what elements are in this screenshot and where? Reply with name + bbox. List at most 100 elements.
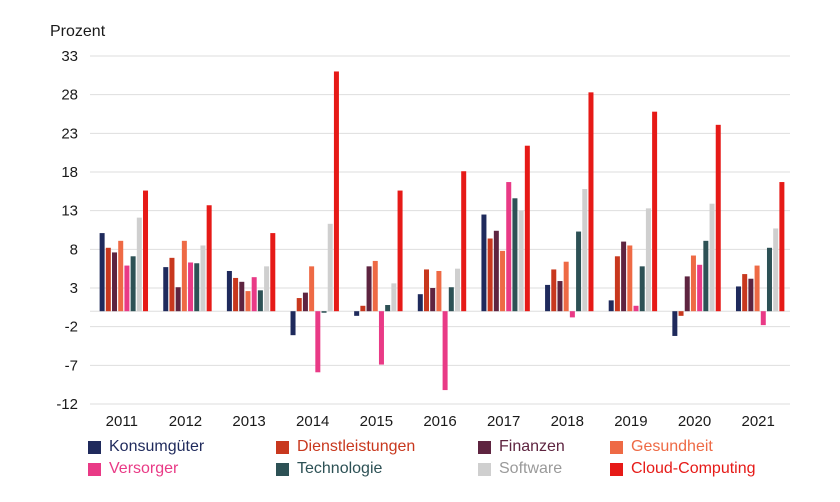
bar-versorger-2011 — [124, 265, 130, 312]
bar-konsumg-ter-2020 — [672, 311, 678, 336]
bar-konsumg-ter-2017 — [481, 214, 487, 312]
bar-dienstleistungen-2021 — [742, 274, 748, 312]
bar-software-2020 — [709, 203, 715, 312]
bar-finanzen-2020 — [684, 276, 690, 312]
legend-item-versorger: Versorger — [88, 460, 178, 478]
bar-technologie-2014 — [321, 311, 327, 313]
legend-swatch — [88, 440, 101, 454]
bar-cloud-computing-2011 — [143, 190, 149, 312]
bar-finanzen-2017 — [493, 230, 499, 312]
y-tick-label: -7 — [65, 357, 78, 374]
legend-swatch — [478, 462, 491, 476]
bar-technologie-2016 — [448, 287, 454, 312]
bar-konsumg-ter-2018 — [545, 284, 551, 312]
x-tick-label: 2017 — [487, 413, 520, 430]
bar-gesundheit-2021 — [754, 265, 760, 312]
y-tick-labels: 33 28 23 18 13 8 3 -2 -7 -12 — [56, 48, 78, 413]
bar-gesundheit-2020 — [690, 255, 696, 312]
y-tick-label: 8 — [70, 241, 78, 258]
bar-cloud-computing-2017 — [524, 145, 530, 312]
bar-software-2014 — [327, 223, 333, 312]
x-tick-labels: 2011 2012 2013 2014 2015 2016 2017 2018 2019 2020… — [106, 413, 775, 430]
bar-technologie-2018 — [576, 231, 582, 312]
bar-finanzen-2019 — [621, 241, 627, 312]
legend-swatch — [276, 462, 289, 476]
bar-cloud-computing-2016 — [461, 171, 467, 312]
legend-item-gesundheit: Gesundheit — [610, 438, 713, 456]
bar-finanzen-2014 — [302, 292, 308, 312]
legend-label: Finanzen — [499, 438, 565, 455]
bar-dienstleistungen-2015 — [360, 305, 366, 312]
y-tick-label: 28 — [61, 87, 78, 104]
bar-cloud-computing-2014 — [333, 71, 339, 312]
bar-konsumg-ter-2012 — [163, 267, 169, 312]
bar-versorger-2021 — [760, 311, 766, 326]
y-tick-label: -12 — [56, 396, 78, 413]
bar-konsumg-ter-2021 — [735, 286, 741, 312]
x-tick-label: 2019 — [614, 413, 647, 430]
x-tick-label: 2011 — [106, 413, 138, 430]
bar-dienstleistungen-2013 — [233, 277, 239, 312]
bar-dienstleistungen-2014 — [296, 298, 302, 312]
y-tick-label: 33 — [61, 48, 78, 65]
bar-versorger-2015 — [378, 311, 384, 365]
bar-konsumg-ter-2015 — [354, 311, 360, 316]
bar-versorger-2019 — [633, 305, 639, 312]
legend-item-finanzen: Finanzen — [478, 438, 565, 456]
bar-software-2013 — [264, 266, 270, 312]
legend-item-technologie: Technologie — [276, 460, 382, 478]
y-tick-label: 13 — [61, 203, 78, 220]
bar-technologie-2011 — [130, 256, 136, 312]
legend-item-konsumg-ter: Konsumgüter — [88, 438, 204, 456]
legend-item-software: Software — [478, 460, 562, 478]
bar-cloud-computing-2020 — [715, 124, 721, 312]
bar-gesundheit-2017 — [500, 250, 506, 312]
y-axis-label: Prozent — [50, 23, 106, 40]
grid-lines — [90, 55, 790, 405]
bar-konsumg-ter-2014 — [290, 311, 296, 336]
bar-finanzen-2012 — [175, 287, 181, 312]
bar-software-2017 — [518, 210, 524, 312]
x-tick-label: 2018 — [551, 413, 584, 430]
bar-cloud-computing-2012 — [206, 205, 212, 312]
bar-dienstleistungen-2011 — [105, 247, 111, 312]
legend-item-dienstleistungen: Dienstleistungen — [276, 438, 415, 456]
bar-konsumg-ter-2019 — [608, 300, 614, 312]
bar-konsumg-ter-2011 — [99, 233, 105, 312]
bar-konsumg-ter-2016 — [417, 294, 423, 312]
bar-finanzen-2018 — [557, 281, 563, 312]
bar-finanzen-2013 — [239, 281, 245, 312]
legend-label: Dienstleistungen — [297, 438, 416, 455]
bar-dienstleistungen-2020 — [678, 311, 684, 316]
bars — [99, 71, 785, 391]
bar-cloud-computing-2018 — [588, 92, 594, 312]
bar-dienstleistungen-2016 — [424, 269, 429, 312]
bar-versorger-2016 — [442, 311, 448, 391]
bar-software-2015 — [391, 283, 397, 312]
bar-technologie-2017 — [512, 198, 518, 312]
bar-gesundheit-2018 — [563, 261, 569, 312]
bar-gesundheit-2013 — [245, 291, 251, 312]
bar-dienstleistungen-2012 — [169, 257, 175, 312]
bar-versorger-2017 — [506, 182, 512, 312]
legend-swatch — [88, 462, 101, 476]
legend-item-cloud-computing: Cloud-Computing — [610, 460, 756, 478]
legend-label: Versorger — [109, 460, 179, 477]
bar-software-2021 — [773, 228, 779, 312]
bar-versorger-2014 — [315, 311, 321, 373]
bar-gesundheit-2016 — [436, 270, 442, 312]
bar-technologie-2020 — [703, 240, 709, 312]
legend-swatch — [610, 462, 623, 476]
legend-label: Konsumgüter — [109, 438, 205, 455]
bar-cloud-computing-2019 — [652, 111, 658, 312]
bar-finanzen-2011 — [112, 252, 118, 312]
legend-swatch — [276, 440, 289, 454]
bar-software-2019 — [645, 208, 651, 312]
bar-versorger-2020 — [697, 264, 703, 312]
bar-technologie-2019 — [639, 266, 645, 312]
bar-finanzen-2016 — [430, 288, 436, 312]
bar-dienstleistungen-2017 — [487, 238, 493, 312]
x-tick-label: 2020 — [678, 413, 711, 430]
bar-gesundheit-2011 — [118, 240, 124, 312]
